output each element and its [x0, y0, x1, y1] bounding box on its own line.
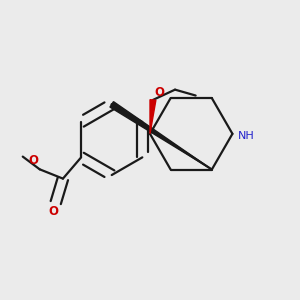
Polygon shape — [110, 102, 212, 170]
Text: O: O — [28, 154, 38, 167]
Text: O: O — [48, 205, 59, 218]
Polygon shape — [150, 100, 156, 134]
Text: NH: NH — [238, 131, 254, 141]
Text: O: O — [155, 86, 165, 99]
